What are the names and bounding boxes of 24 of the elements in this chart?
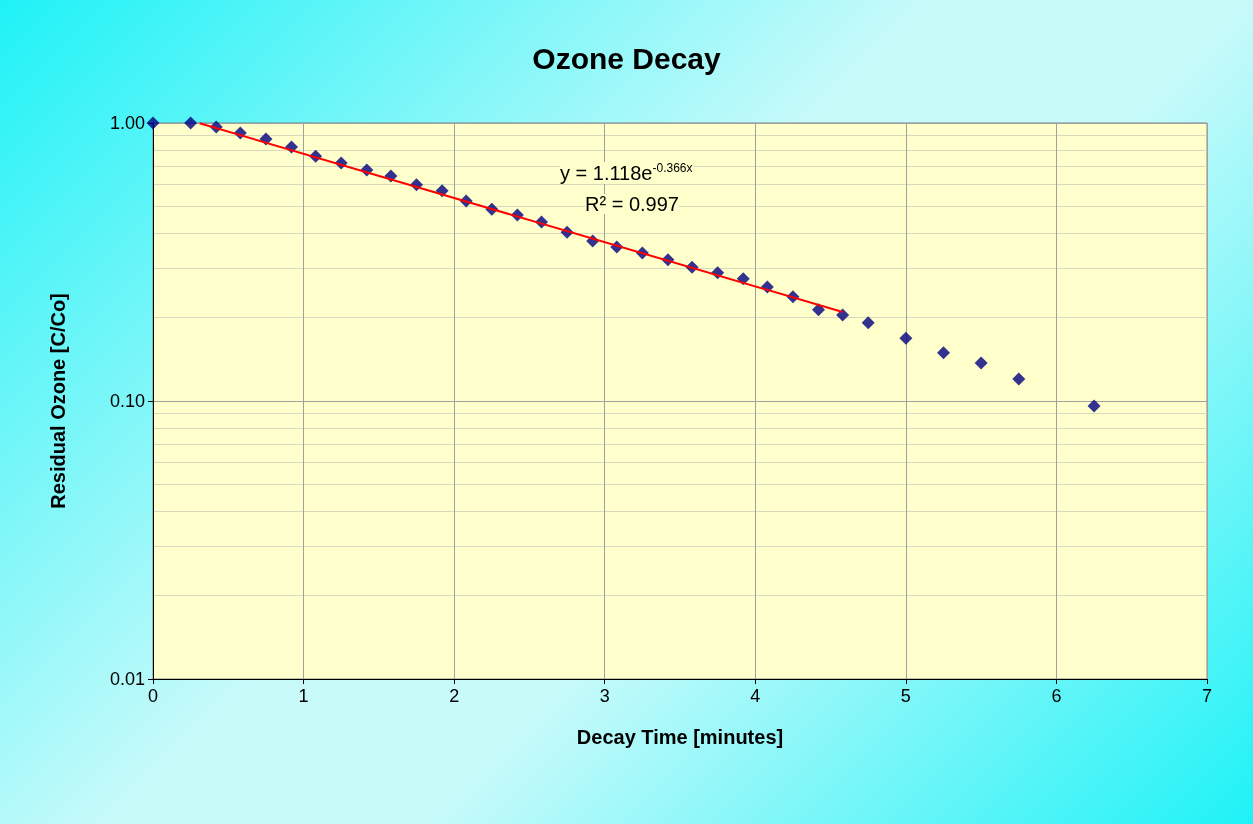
annotation: R² = 0.997 xyxy=(585,193,679,215)
x-tick-label: 7 xyxy=(1201,686,1213,706)
x-tick-label: 3 xyxy=(599,686,610,706)
y-tick-label: 0.10 xyxy=(109,391,145,411)
point xyxy=(1087,399,1101,413)
point xyxy=(861,316,875,330)
y-axis-title: Residual Ozone [C/Co] xyxy=(47,293,69,509)
x-axis-title: Decay Time [minutes] xyxy=(576,726,784,748)
x-tick-label: 6 xyxy=(1051,686,1062,706)
chart-title: Ozone Decay xyxy=(532,41,722,75)
point xyxy=(836,308,850,322)
x-tick-label: 1 xyxy=(298,686,309,706)
point xyxy=(937,346,950,360)
x-tick-label: 4 xyxy=(750,686,761,706)
point xyxy=(899,331,913,345)
point xyxy=(1012,372,1026,386)
y-tick-label: 0.01 xyxy=(109,669,145,689)
point xyxy=(184,116,198,130)
y-tick-label: 1.00 xyxy=(109,113,145,133)
x-tick-label: 0 xyxy=(147,686,159,706)
x-tick-label: 2 xyxy=(449,686,460,706)
x-tick-label: 5 xyxy=(900,686,911,706)
point xyxy=(146,116,160,130)
point xyxy=(974,356,988,370)
